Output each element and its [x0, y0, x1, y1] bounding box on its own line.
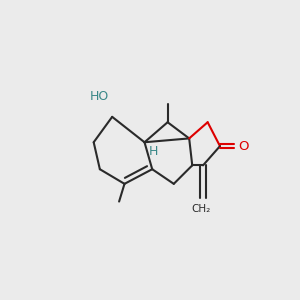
Text: H: H [149, 145, 158, 158]
Text: CH₂: CH₂ [192, 204, 211, 214]
Text: HO: HO [90, 90, 109, 103]
Text: O: O [238, 140, 249, 153]
